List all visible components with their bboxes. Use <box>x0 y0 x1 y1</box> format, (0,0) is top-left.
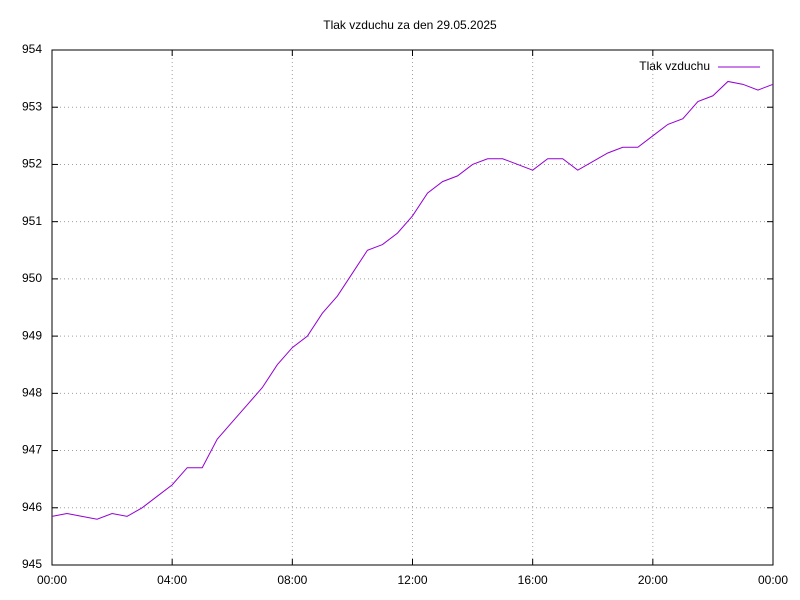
y-tick-label: 952 <box>22 157 42 171</box>
x-tick-label: 04:00 <box>157 573 187 587</box>
y-tick-label: 954 <box>22 42 42 56</box>
y-tick-label: 947 <box>22 443 42 457</box>
chart-title: Tlak vzduchu za den 29.05.2025 <box>323 18 497 32</box>
x-tick-label: 08:00 <box>277 573 307 587</box>
y-tick-label: 949 <box>22 328 42 342</box>
x-tick-label: 00:00 <box>758 573 788 587</box>
x-tick-label: 20:00 <box>638 573 668 587</box>
y-tick-label: 950 <box>22 271 42 285</box>
data-line <box>51 80 774 520</box>
y-tick-label: 948 <box>22 386 42 400</box>
y-tick-label: 945 <box>22 557 42 571</box>
x-tick-label: 00:00 <box>37 573 67 587</box>
legend-label: Tlak vzduchu <box>639 59 710 73</box>
x-tick-label: 16:00 <box>518 573 548 587</box>
plot-border <box>51 49 774 566</box>
y-tick-label: 951 <box>22 214 42 228</box>
y-tick-label: 946 <box>22 500 42 514</box>
y-tick-label: 953 <box>22 99 42 113</box>
x-tick-label: 12:00 <box>397 573 427 587</box>
